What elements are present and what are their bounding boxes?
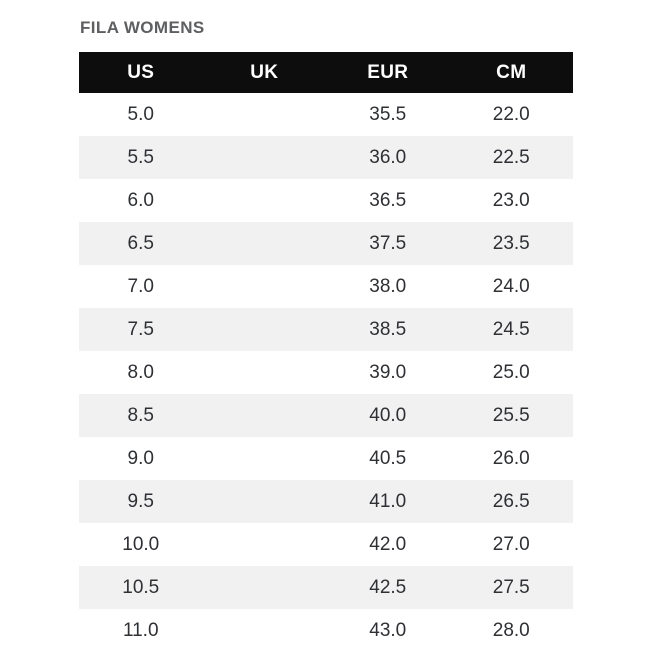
table-cell: 25.5	[492, 404, 530, 426]
table-row: 5.5 36.0 22.5	[79, 136, 573, 179]
table-cell: 23.0	[492, 189, 530, 211]
table-cell	[203, 609, 327, 650]
table-cell	[203, 222, 327, 265]
size-table-body: 5.0 35.5 22.0 5.5 36.0 22.5 6.0 36.5 23.0 6.5 37.5…	[79, 93, 573, 650]
table-cell: 8.5	[127, 404, 154, 426]
column-header-us: US	[79, 52, 203, 93]
table-cell: 6.0	[127, 189, 154, 211]
size-chart-title: FILA WOMENS	[80, 18, 205, 37]
table-cell	[203, 566, 327, 609]
table-cell	[203, 179, 327, 222]
table-cell: 24.0	[492, 275, 530, 297]
table-row: 10.5 42.5 27.5	[79, 566, 573, 609]
table-cell	[203, 308, 327, 351]
table-cell	[203, 480, 327, 523]
table-cell: 41.0	[369, 490, 407, 512]
table-cell	[203, 523, 327, 566]
table-cell: 9.0	[127, 447, 154, 469]
table-cell: 23.5	[492, 232, 530, 254]
table-cell: 9.5	[127, 490, 154, 512]
table-cell: 8.0	[127, 361, 154, 383]
table-cell	[203, 437, 327, 480]
table-row: 11.0 43.0 28.0	[79, 609, 573, 650]
table-cell: 5.0	[127, 103, 154, 125]
table-cell: 10.5	[122, 576, 160, 598]
size-table-header: US UK EUR CM	[79, 52, 573, 93]
table-cell: 38.5	[369, 318, 407, 340]
table-cell: 28.0	[492, 619, 530, 641]
table-row: 8.0 39.0 25.0	[79, 351, 573, 394]
table-cell: 35.5	[369, 103, 407, 125]
table-cell: 43.0	[369, 619, 407, 641]
table-cell	[203, 351, 327, 394]
header-row: US UK EUR CM	[79, 52, 573, 93]
table-cell: 42.0	[369, 533, 407, 555]
table-row: 8.5 40.0 25.5	[79, 394, 573, 437]
table-cell	[203, 93, 327, 136]
table-cell: 26.5	[492, 490, 530, 512]
table-row: 9.0 40.5 26.0	[79, 437, 573, 480]
table-cell: 22.5	[492, 146, 530, 168]
table-row: 10.0 42.0 27.0	[79, 523, 573, 566]
table-cell: 22.0	[492, 103, 530, 125]
column-header-uk: UK	[202, 52, 326, 93]
table-cell: 6.5	[127, 232, 154, 254]
table-cell: 40.5	[369, 447, 407, 469]
table-cell: 7.0	[127, 275, 154, 297]
table-cell	[203, 265, 327, 308]
table-cell: 7.5	[127, 318, 154, 340]
table-cell: 25.0	[492, 361, 530, 383]
table-cell: 36.0	[369, 146, 407, 168]
table-cell: 26.0	[492, 447, 530, 469]
table-cell: 39.0	[369, 361, 407, 383]
table-cell: 42.5	[369, 576, 407, 598]
table-cell: 5.5	[127, 146, 154, 168]
table-cell: 38.0	[369, 275, 407, 297]
table-cell	[203, 136, 327, 179]
table-cell: 36.5	[369, 189, 407, 211]
table-cell: 11.0	[122, 619, 159, 641]
table-cell: 40.0	[369, 404, 407, 426]
table-cell: 24.5	[492, 318, 530, 340]
table-cell: 37.5	[369, 232, 407, 254]
table-row: 9.5 41.0 26.5	[79, 480, 573, 523]
table-row: 5.0 35.5 22.0	[79, 93, 573, 136]
table-row: 6.5 37.5 23.5	[79, 222, 573, 265]
table-cell: 27.5	[492, 576, 530, 598]
table-row: 7.0 38.0 24.0	[79, 265, 573, 308]
column-header-cm: CM	[449, 52, 573, 93]
table-row: 6.0 36.5 23.0	[79, 179, 573, 222]
table-row: 7.5 38.5 24.5	[79, 308, 573, 351]
table-cell: 27.0	[492, 533, 530, 555]
table-cell: 10.0	[122, 533, 160, 555]
size-conversion-table: US UK EUR CM 5.0 35.5 22.0 5.5 36.0 22.5 6.0 36…	[79, 52, 573, 650]
column-header-eur: EUR	[326, 52, 450, 93]
table-cell	[203, 394, 327, 437]
